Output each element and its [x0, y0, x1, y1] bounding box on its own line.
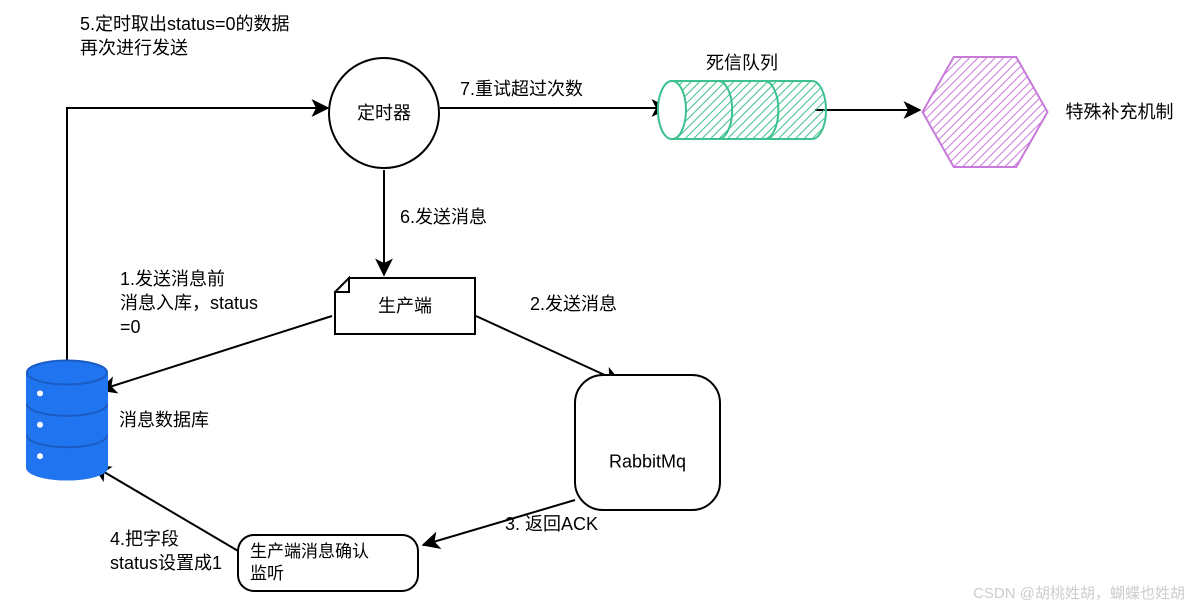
- edge-label-e1: =0: [120, 317, 141, 337]
- hex-label: 特殊补充机制: [1066, 102, 1174, 122]
- edge-label-e3: 3. 返回ACK: [505, 514, 598, 534]
- edge-e5: [67, 108, 328, 372]
- confirm-label: 生产端消息确认: [250, 542, 369, 561]
- dlq-label: 死信队列: [706, 53, 778, 73]
- edge-label-e6: 6.发送消息: [400, 207, 487, 227]
- edge-label-e5: 再次进行发送: [80, 38, 188, 58]
- edge-label-e4: 4.把字段: [110, 529, 179, 549]
- timer-label: 定时器: [357, 103, 411, 123]
- rabbitmq-label: RabbitMq: [609, 452, 686, 472]
- node-hex: [923, 57, 1048, 167]
- edge-label-e1: 消息入库，status: [120, 293, 258, 313]
- watermark: CSDN @胡桃姓胡，蝴蝶也姓胡: [973, 585, 1185, 602]
- edge-label-e1: 1.发送消息前: [120, 269, 225, 289]
- edge-e2: [476, 316, 620, 382]
- producer-label: 生产端: [378, 296, 432, 316]
- edge-label-e7: 7.重试超过次数: [460, 79, 583, 99]
- db-label: 消息数据库: [119, 410, 209, 430]
- edge-label-e5: 5.定时取出status=0的数据: [80, 14, 290, 34]
- node-rabbitmq: [575, 375, 720, 510]
- edge-label-e4: status设置成1: [110, 553, 222, 573]
- confirm-label: 监听: [250, 564, 284, 583]
- edge-label-e2: 2.发送消息: [530, 294, 617, 314]
